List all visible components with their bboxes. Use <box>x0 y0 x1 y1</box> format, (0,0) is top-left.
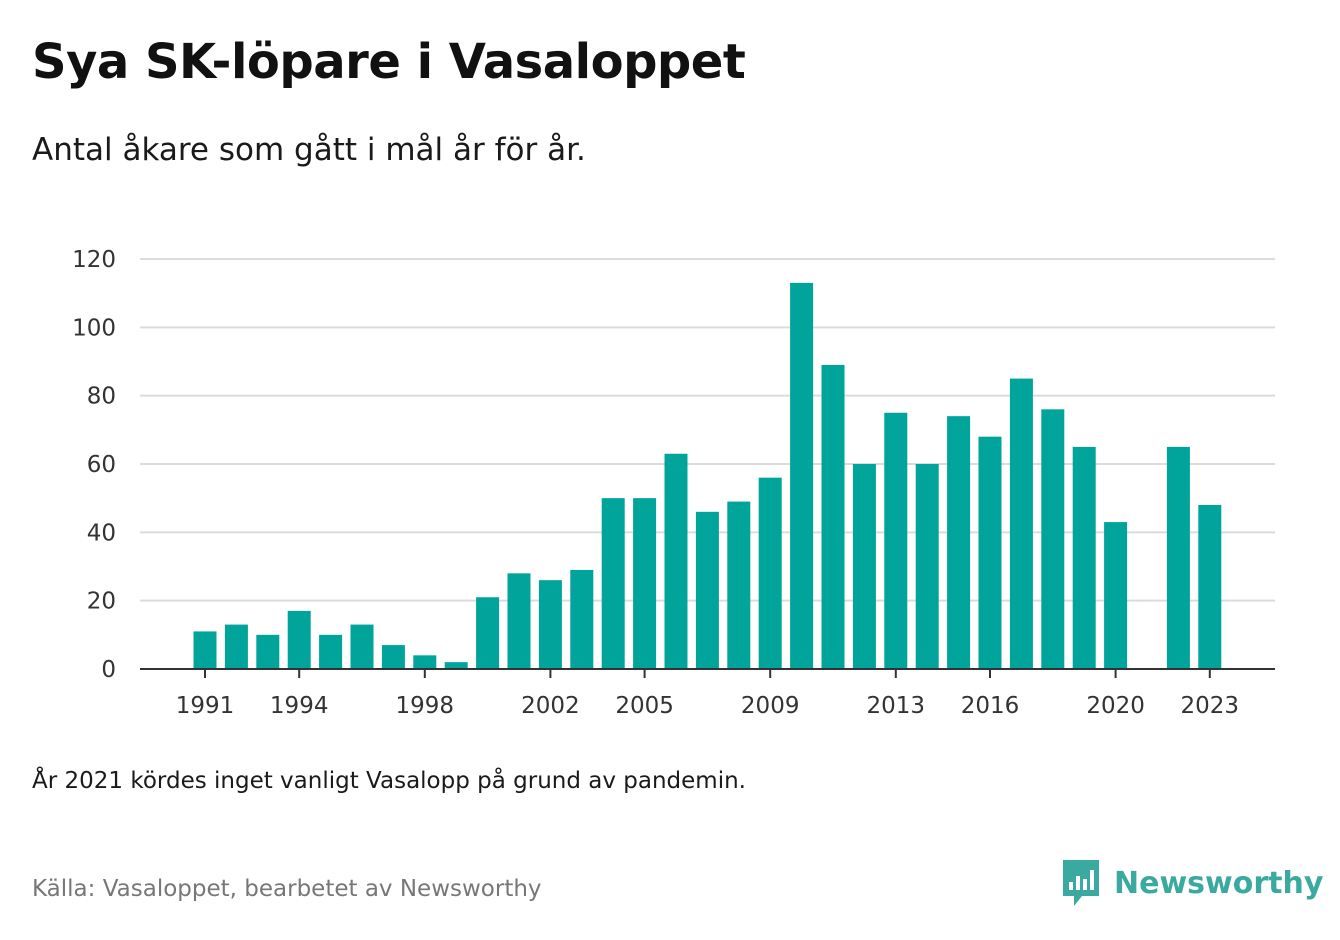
bar <box>256 634 280 669</box>
bar <box>978 436 1002 669</box>
brand-name: Newsworthy <box>1114 865 1324 901</box>
newsworthy-logo-icon <box>1063 860 1099 906</box>
bar <box>633 498 657 669</box>
bar <box>758 477 782 669</box>
footnote: År 2021 kördes inget vanligt Vasalopp på… <box>32 768 746 794</box>
bar <box>790 282 814 669</box>
bar <box>381 645 405 669</box>
chart-subtitle: Antal åkare som gått i mål år för år. <box>32 132 586 168</box>
bar <box>727 501 751 669</box>
x-tick-label: 2009 <box>741 693 800 719</box>
bar <box>476 597 500 669</box>
y-tick-label: 40 <box>87 520 116 546</box>
bar <box>224 624 248 669</box>
y-tick-label: 80 <box>87 384 116 410</box>
bar <box>1009 378 1033 669</box>
y-tick-label: 20 <box>87 589 116 615</box>
source-text: Källa: Vasaloppet, bearbetet av Newswort… <box>32 876 542 902</box>
x-tick-label: 1998 <box>396 693 455 719</box>
bar <box>1041 409 1065 669</box>
bar <box>319 634 343 669</box>
bar <box>350 624 374 669</box>
x-tick-label: 1991 <box>176 693 235 719</box>
x-tick-label: 2005 <box>615 693 674 719</box>
bar <box>695 511 719 669</box>
bar <box>287 610 311 669</box>
bar-chart: 0 20 40 60 80 100 120 1991 1994 1998 2002 2005 2009 2… <box>72 247 1275 719</box>
y-tick-label: 100 <box>72 315 116 341</box>
x-tick-label: 2020 <box>1086 693 1145 719</box>
bar <box>821 364 845 669</box>
x-tick-label: 2023 <box>1181 693 1240 719</box>
bar <box>507 573 531 669</box>
bars <box>193 282 1222 669</box>
chart-title: Sya SK-löpare i Vasaloppet <box>32 34 746 90</box>
y-tick-label: 60 <box>87 452 116 478</box>
bar <box>193 631 217 669</box>
bar <box>444 662 468 669</box>
bar <box>538 580 562 669</box>
bar <box>915 464 939 669</box>
brand-logo: Newsworthy <box>1060 858 1323 908</box>
bar <box>601 498 625 669</box>
bar <box>413 655 437 669</box>
bar <box>884 412 908 669</box>
x-tick-label: 1994 <box>270 693 329 719</box>
x-tick-label: 2002 <box>521 693 580 719</box>
y-tick-label: 0 <box>101 657 116 683</box>
bar <box>1166 446 1190 669</box>
y-tick-label: 120 <box>72 247 116 273</box>
bar <box>1104 522 1128 669</box>
bar <box>947 416 971 669</box>
bar <box>1072 446 1096 669</box>
x-tick-label: 2016 <box>961 693 1020 719</box>
bar <box>664 453 688 669</box>
axes: 0 20 40 60 80 100 120 1991 1994 1998 2002 2005 2009 2… <box>72 247 1275 719</box>
bar <box>570 569 594 669</box>
bar <box>1198 505 1222 669</box>
x-tick-label: 2013 <box>867 693 926 719</box>
bar <box>852 464 876 669</box>
